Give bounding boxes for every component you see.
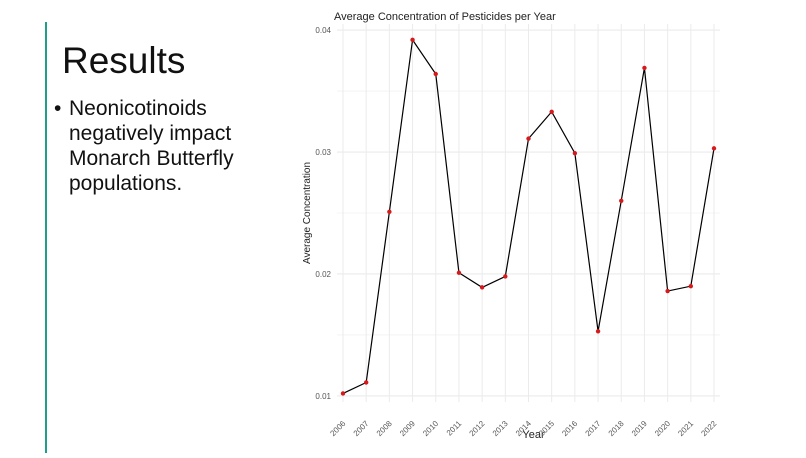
bullet-item: • Neonicotinoids negatively impact Monar… (54, 96, 284, 196)
chart: Average Concentration of Pesticides per … (296, 0, 806, 453)
y-axis-label: Average Concentration (302, 162, 313, 264)
data-point (433, 71, 438, 77)
data-point (387, 209, 392, 214)
data-point (410, 37, 415, 43)
bullet-dot-icon: • (54, 97, 62, 120)
x-tick-label: 2008 (375, 419, 394, 438)
line-chart: Average Concentration of Pesticides per … (302, 11, 720, 441)
slide-title: Results (62, 40, 186, 81)
x-tick-label: 2018 (607, 419, 626, 438)
grid (337, 24, 720, 402)
data-point (363, 380, 369, 385)
y-tick-label: 0.02 (315, 270, 331, 279)
x-tick-label: 2007 (352, 419, 371, 438)
data-point (711, 146, 717, 151)
data-point (595, 329, 601, 334)
y-tick-labels: 0.01 0.02 0.03 0.04 (315, 26, 331, 401)
data-point (503, 274, 508, 279)
data-point (619, 198, 624, 204)
x-axis-label: Year (522, 429, 545, 441)
data-point (688, 283, 694, 289)
y-tick-label: 0.01 (315, 392, 331, 401)
accent-bar (45, 22, 47, 453)
chart-title: Average Concentration of Pesticides per … (334, 11, 556, 23)
x-tick-label: 2006 (328, 419, 347, 438)
x-tick-label: 2019 (630, 419, 649, 438)
data-point (456, 270, 462, 275)
data-point (665, 288, 670, 294)
data-point (340, 391, 346, 396)
x-tick-label: 2013 (491, 419, 510, 438)
data-point (479, 285, 485, 290)
bullet-list: • Neonicotinoids negatively impact Monar… (54, 96, 284, 196)
x-tick-label: 2010 (421, 419, 440, 438)
x-tick-label: 2016 (560, 419, 579, 438)
y-tick-label: 0.04 (315, 26, 331, 35)
x-tick-label: 2022 (699, 419, 718, 438)
y-tick-label: 0.03 (315, 148, 331, 157)
x-tick-label: 2021 (676, 419, 695, 438)
data-point (642, 65, 647, 71)
x-tick-label: 2012 (468, 419, 487, 438)
x-tick-label: 2017 (584, 419, 603, 438)
data-point (549, 109, 554, 114)
bullet-text: Neonicotinoids negatively impact Monarch… (69, 97, 234, 195)
data-point (572, 151, 578, 156)
x-tick-label: 2009 (398, 419, 417, 438)
x-tick-label: 2011 (445, 419, 464, 438)
data-point (526, 136, 531, 141)
x-tick-label: 2015 (537, 419, 556, 438)
series (340, 37, 717, 396)
x-tick-label: 2020 (653, 419, 672, 438)
